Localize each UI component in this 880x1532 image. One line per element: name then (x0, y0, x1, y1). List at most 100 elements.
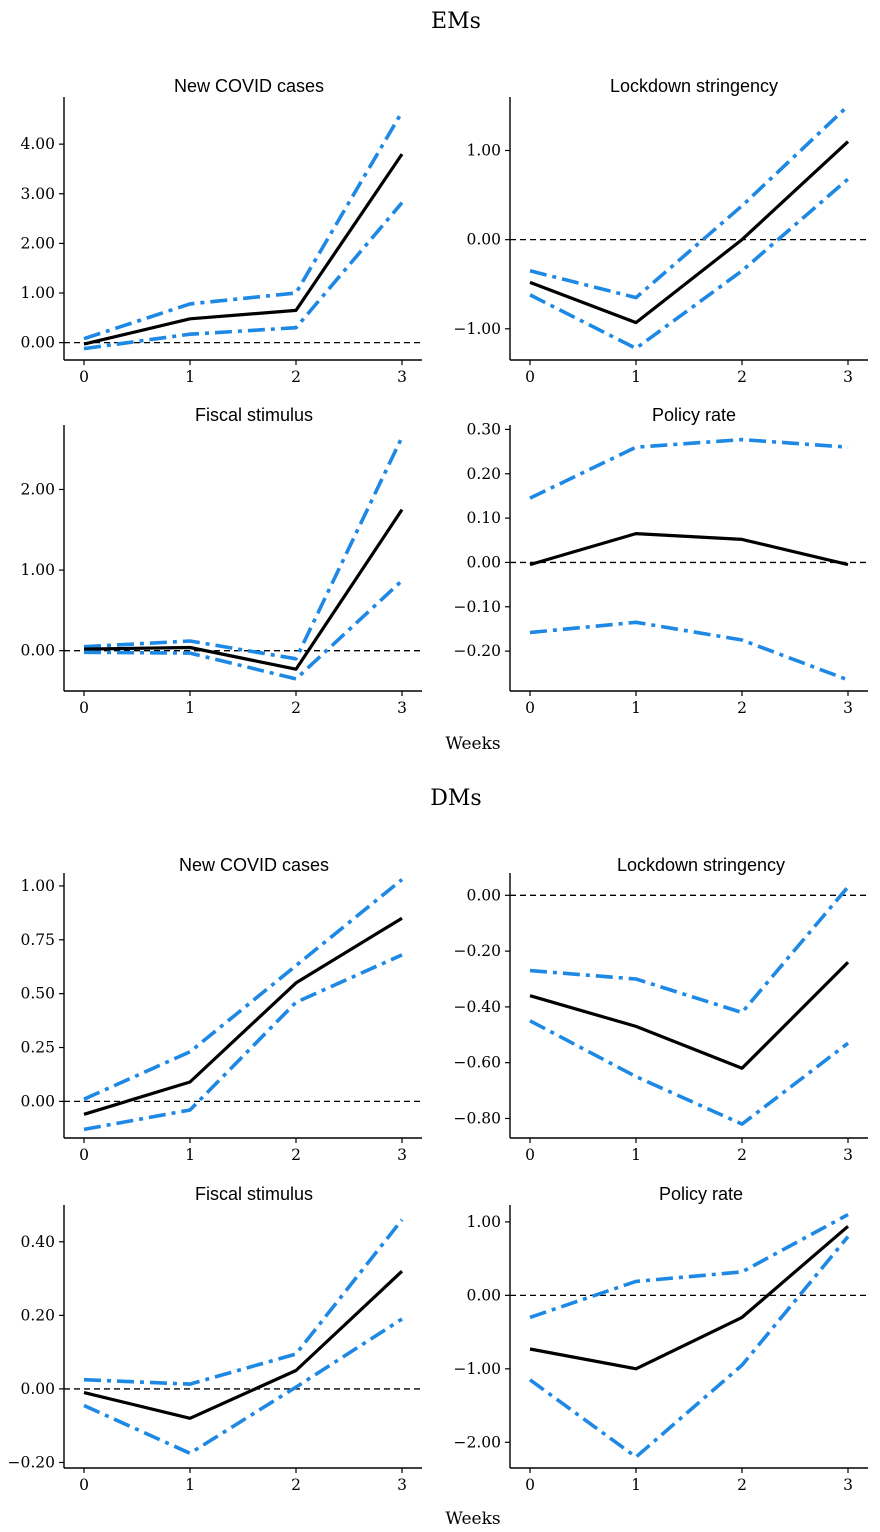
panel-dms-policy-rate: Policy rate −2.00 −1.00 0.00 1.00 0 1 2 3 (454, 1184, 868, 1494)
y-tick-label: 0.50 (20, 985, 55, 1003)
panel-title: Lockdown stringency (610, 76, 778, 96)
panel-title: Fiscal stimulus (195, 1184, 313, 1204)
series-point-line (529, 140, 850, 325)
series-upper-line (529, 437, 849, 500)
y-tick-label: 1.00 (466, 141, 501, 159)
y-tick-label: 0.75 (20, 931, 55, 949)
x-tick-label: 1 (185, 368, 195, 386)
series-upper-line (83, 1218, 404, 1386)
y-tick-label: −0.10 (454, 598, 502, 616)
series-lower-line (83, 953, 403, 1132)
section-title-dms: DMs (430, 786, 481, 811)
x-tick-label: 1 (185, 1476, 195, 1494)
series-point-line (83, 916, 403, 1116)
section-title-ems: EMs (431, 9, 481, 34)
y-tick-label: 1.00 (466, 1213, 501, 1231)
series-point-line (83, 508, 404, 671)
y-tick-label: −0.20 (454, 642, 502, 660)
panel-title: Policy rate (659, 1184, 743, 1204)
x-tick-label: 3 (397, 1146, 407, 1164)
series-upper-line (529, 1213, 849, 1320)
y-tick-label: 0.10 (466, 509, 501, 527)
y-tick-label: 0.20 (466, 465, 501, 483)
x-tick-label: 0 (79, 699, 89, 717)
y-tick-label: 1.00 (20, 284, 55, 302)
y-tick-label: 3.00 (20, 185, 55, 203)
y-tick-label: 0.40 (20, 1233, 55, 1251)
y-tick-label: −0.40 (454, 998, 502, 1016)
x-tick-label: 2 (291, 368, 301, 386)
series-upper-line (529, 885, 850, 1015)
y-tick-label: 0.00 (466, 553, 501, 571)
y-tick-label: 0.30 (466, 420, 501, 438)
x-tick-label: 0 (79, 1476, 89, 1494)
y-tick-label: 2.00 (20, 234, 55, 252)
x-tick-label: 0 (79, 1146, 89, 1164)
y-tick-label: 1.00 (20, 877, 55, 895)
x-tick-label: 3 (397, 699, 407, 717)
series-upper-line (83, 110, 404, 341)
x-axis-label-dms: Weeks (445, 1509, 500, 1529)
panel-title: New COVID cases (174, 76, 324, 96)
y-tick-label: 2.00 (20, 480, 55, 498)
x-tick-label: 0 (525, 368, 535, 386)
x-axis-label-ems: Weeks (445, 734, 500, 754)
y-tick-label: −2.00 (454, 1433, 502, 1451)
x-tick-label: 2 (737, 368, 747, 386)
y-tick-label: 4.00 (20, 135, 55, 153)
series-upper-line (529, 104, 850, 300)
x-tick-label: 3 (397, 368, 407, 386)
x-tick-label: 0 (525, 699, 535, 717)
x-tick-label: 1 (631, 699, 641, 717)
panel-dms-fiscal-stimulus: Fiscal stimulus −0.20 0.00 0.20 0.40 0 1 2 3 (8, 1184, 422, 1494)
x-tick-label: 0 (525, 1476, 535, 1494)
y-tick-label: −0.20 (454, 942, 502, 960)
panel-dms-lockdown-stringency: Lockdown stringency −0.80 −0.60 −0.40 −0.20 0… (454, 855, 868, 1164)
y-tick-label: 0.00 (20, 1380, 55, 1398)
x-tick-label: 1 (631, 368, 641, 386)
panel-ems-lockdown-stringency: Lockdown stringency −1.00 0.00 1.00 0 1 2 3 (454, 76, 868, 386)
series-upper-line (83, 878, 404, 1101)
y-tick-label: −1.00 (454, 320, 502, 338)
series-lower-line (529, 1019, 850, 1126)
series-point-line (529, 531, 849, 567)
panel-dms-new-covid-cases: New COVID cases 0.00 0.25 0.50 0.75 1.00 0 1 2 3 (20, 855, 422, 1164)
x-tick-label: 0 (525, 1146, 535, 1164)
y-tick-label: 0.20 (20, 1306, 55, 1324)
series-lower-line (83, 1317, 403, 1456)
x-tick-label: 1 (631, 1146, 641, 1164)
panel-title: Policy rate (652, 405, 736, 425)
x-tick-label: 2 (737, 699, 747, 717)
panel-ems-fiscal-stimulus: Fiscal stimulus 0.00 1.00 2.00 0 1 2 3 (20, 405, 422, 717)
y-tick-label: 0.00 (466, 1286, 501, 1304)
panel-ems-new-covid-cases: New COVID cases 0.00 1.00 2.00 3.00 4.00 0 1 2 3 (20, 76, 422, 386)
y-tick-label: 0.00 (20, 334, 55, 352)
panel-title: Lockdown stringency (617, 855, 785, 875)
x-tick-label: 2 (737, 1146, 747, 1164)
y-tick-label: −0.60 (454, 1054, 502, 1072)
series-lower-line (528, 1235, 850, 1459)
x-tick-label: 0 (79, 368, 89, 386)
series-lower-line (529, 620, 849, 682)
series-point-line (83, 1270, 404, 1420)
series-lower-line (83, 579, 404, 681)
y-tick-label: −0.20 (8, 1453, 56, 1471)
panel-ems-policy-rate: Policy rate −0.20 −0.10 0.00 0.10 0.20 0.30 0 1 2… (454, 405, 868, 717)
series-point-line (529, 1225, 850, 1371)
x-tick-label: 2 (737, 1476, 747, 1494)
panel-title: Fiscal stimulus (195, 405, 313, 425)
y-tick-label: 0.00 (20, 1092, 55, 1110)
x-tick-label: 3 (843, 699, 853, 717)
x-tick-label: 1 (185, 1146, 195, 1164)
x-tick-label: 1 (185, 699, 195, 717)
series-upper-line (83, 436, 404, 661)
x-tick-label: 2 (291, 1476, 301, 1494)
x-tick-label: 3 (843, 1476, 853, 1494)
y-tick-label: 0.00 (466, 886, 501, 904)
x-tick-label: 1 (631, 1476, 641, 1494)
y-tick-label: −0.80 (454, 1109, 502, 1127)
series-lower-line (529, 177, 850, 351)
x-tick-label: 3 (843, 1146, 853, 1164)
panel-title: New COVID cases (179, 855, 329, 875)
